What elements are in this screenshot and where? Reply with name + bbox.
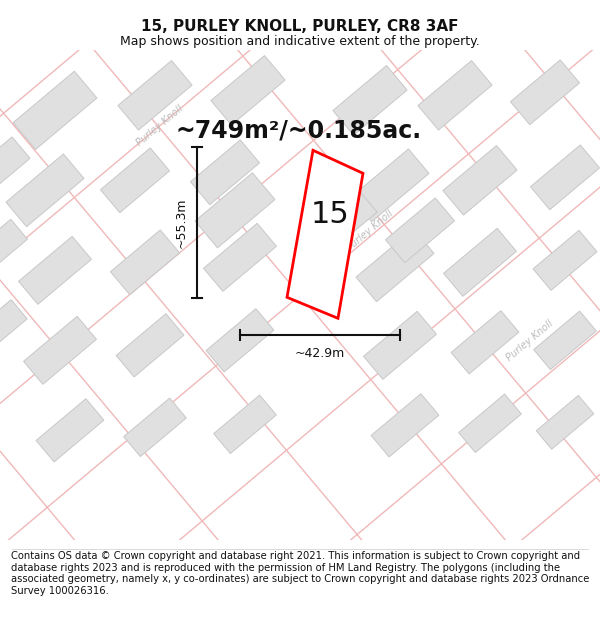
- Text: 15, PURLEY KNOLL, PURLEY, CR8 3AF: 15, PURLEY KNOLL, PURLEY, CR8 3AF: [141, 19, 459, 34]
- Polygon shape: [443, 146, 517, 215]
- Polygon shape: [203, 223, 277, 291]
- Polygon shape: [13, 71, 97, 149]
- Polygon shape: [371, 394, 439, 457]
- Polygon shape: [418, 61, 492, 130]
- Polygon shape: [19, 236, 91, 304]
- Polygon shape: [211, 56, 285, 125]
- Polygon shape: [364, 311, 436, 379]
- Polygon shape: [0, 219, 28, 271]
- Polygon shape: [36, 399, 104, 462]
- Text: Contains OS data © Crown copyright and database right 2021. This information is : Contains OS data © Crown copyright and d…: [11, 551, 589, 596]
- Polygon shape: [190, 140, 260, 205]
- Text: ~55.3m: ~55.3m: [175, 198, 187, 248]
- Text: 15: 15: [311, 200, 350, 229]
- Polygon shape: [533, 230, 597, 291]
- Polygon shape: [100, 148, 170, 213]
- Polygon shape: [214, 395, 277, 454]
- Polygon shape: [443, 228, 517, 296]
- Polygon shape: [110, 230, 179, 295]
- Polygon shape: [116, 314, 184, 377]
- Polygon shape: [351, 149, 429, 222]
- Polygon shape: [118, 61, 192, 130]
- Polygon shape: [195, 173, 275, 248]
- Polygon shape: [0, 299, 27, 351]
- Polygon shape: [6, 154, 84, 227]
- Text: Map shows position and indicative extent of the property.: Map shows position and indicative extent…: [120, 35, 480, 48]
- Text: ~42.9m: ~42.9m: [295, 347, 345, 360]
- Text: Purley Knoll: Purley Knoll: [345, 208, 395, 252]
- Polygon shape: [511, 60, 580, 125]
- Polygon shape: [23, 316, 97, 384]
- Text: ~749m²/~0.185ac.: ~749m²/~0.185ac.: [175, 118, 421, 142]
- Polygon shape: [303, 188, 377, 257]
- Polygon shape: [0, 137, 30, 194]
- Text: Purley Knoll: Purley Knoll: [135, 103, 185, 148]
- Polygon shape: [206, 309, 274, 372]
- Polygon shape: [287, 150, 363, 318]
- Polygon shape: [536, 396, 594, 449]
- Polygon shape: [124, 398, 187, 456]
- Polygon shape: [385, 198, 455, 262]
- Text: Purley Knoll: Purley Knoll: [505, 318, 555, 362]
- Polygon shape: [333, 66, 407, 135]
- Polygon shape: [451, 311, 519, 374]
- Polygon shape: [356, 229, 434, 302]
- Polygon shape: [533, 311, 596, 369]
- Polygon shape: [458, 394, 521, 452]
- Polygon shape: [530, 145, 599, 210]
